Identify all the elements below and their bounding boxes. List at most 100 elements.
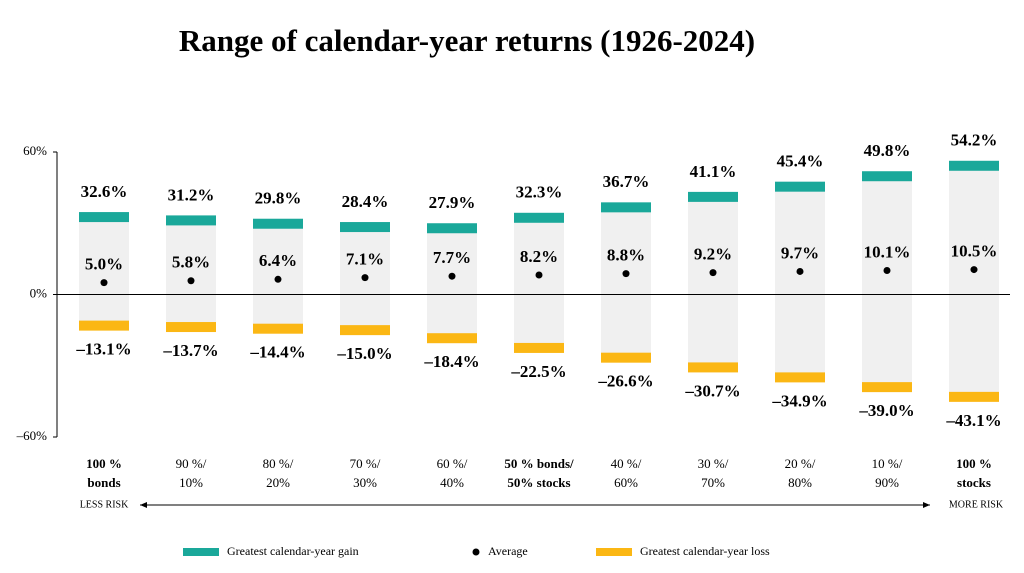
range-bar xyxy=(514,217,564,348)
gain-label: 36.7% xyxy=(603,172,650,191)
legend-swatch xyxy=(472,548,480,556)
average-dot xyxy=(100,279,108,287)
average-label: 10.5% xyxy=(951,241,998,260)
gain-band xyxy=(949,160,999,171)
x-tick-label: 90 %/ xyxy=(176,456,207,471)
gain-label: 27.9% xyxy=(429,193,476,212)
legend-label: Greatest calendar-year gain xyxy=(227,544,359,558)
x-tick-label: 10% xyxy=(179,475,203,490)
y-tick-label: 0% xyxy=(30,285,48,300)
y-tick-label: –60% xyxy=(16,428,48,443)
range-bar xyxy=(862,176,912,388)
legend-swatch xyxy=(596,548,632,556)
loss-band xyxy=(514,342,564,353)
loss-band xyxy=(688,362,738,373)
average-dot xyxy=(622,270,630,278)
legend-swatch xyxy=(183,548,219,556)
gain-band xyxy=(775,181,825,192)
gain-label: 45.4% xyxy=(777,152,824,171)
gain-label: 54.2% xyxy=(951,131,998,150)
loss-band xyxy=(862,382,912,393)
loss-label: –22.5% xyxy=(510,362,566,381)
average-dot xyxy=(883,267,891,275)
x-tick-label: 30% xyxy=(353,475,377,490)
loss-label: –30.7% xyxy=(684,381,740,400)
average-dot xyxy=(361,274,369,282)
average-dot xyxy=(187,277,195,285)
chart-title: Range of calendar-year returns (1926-202… xyxy=(179,23,755,58)
average-label: 8.2% xyxy=(520,247,558,266)
x-tick-label: 40 %/ xyxy=(611,456,642,471)
average-label: 6.4% xyxy=(259,251,297,270)
average-dot xyxy=(796,267,804,275)
loss-band xyxy=(775,372,825,383)
range-bar xyxy=(601,207,651,358)
loss-label: –15.0% xyxy=(336,344,392,363)
x-tick-label: bonds xyxy=(87,475,120,490)
x-tick-label: 80 %/ xyxy=(263,456,294,471)
average-label: 8.8% xyxy=(607,246,645,265)
loss-band xyxy=(949,391,999,402)
x-tick-label: 40% xyxy=(440,475,464,490)
range-bar xyxy=(775,186,825,378)
x-tick-label: 80% xyxy=(788,475,812,490)
x-tick-label: 50 % bonds/ xyxy=(504,456,574,471)
x-tick-label: 30 %/ xyxy=(698,456,729,471)
x-tick-label: 20% xyxy=(266,475,290,490)
loss-label: –13.7% xyxy=(162,341,218,360)
gain-band xyxy=(601,202,651,213)
gain-label: 31.2% xyxy=(168,185,215,204)
gain-label: 32.3% xyxy=(516,183,563,202)
x-tick-label: 70% xyxy=(701,475,725,490)
range-bar xyxy=(166,220,216,328)
gain-band xyxy=(427,223,477,234)
gain-band xyxy=(862,171,912,182)
loss-label: –14.4% xyxy=(249,343,305,362)
x-tick-label: stocks xyxy=(957,475,991,490)
average-label: 5.8% xyxy=(172,253,210,272)
average-label: 7.1% xyxy=(346,250,384,269)
average-label: 10.1% xyxy=(864,242,911,261)
x-tick-label: 50% stocks xyxy=(507,475,570,490)
average-label: 9.7% xyxy=(781,243,819,262)
loss-band xyxy=(601,352,651,363)
y-tick-label: 60% xyxy=(23,143,47,158)
loss-label: –43.1% xyxy=(945,411,1001,430)
loss-band xyxy=(340,325,390,336)
x-tick-label: 60 %/ xyxy=(437,456,468,471)
loss-band xyxy=(166,322,216,333)
loss-label: –26.6% xyxy=(597,372,653,391)
average-label: 7.7% xyxy=(433,248,471,267)
range-bar xyxy=(427,228,477,339)
gain-band xyxy=(253,218,303,229)
average-label: 9.2% xyxy=(694,245,732,264)
average-dot xyxy=(709,269,717,277)
range-bar xyxy=(949,165,999,397)
gain-label: 49.8% xyxy=(864,141,911,160)
gain-band xyxy=(79,212,129,223)
average-dot xyxy=(970,266,978,274)
average-label: 5.0% xyxy=(85,255,123,274)
gain-label: 41.1% xyxy=(690,162,737,181)
loss-band xyxy=(79,320,129,331)
gain-band xyxy=(166,215,216,226)
loss-label: –13.1% xyxy=(75,340,131,359)
legend-label: Greatest calendar-year loss xyxy=(640,544,770,558)
average-dot xyxy=(535,271,543,279)
loss-band xyxy=(427,333,477,344)
average-dot xyxy=(274,275,282,283)
annotation: MORE RISK xyxy=(949,499,1004,510)
x-tick-label: 20 %/ xyxy=(785,456,816,471)
range-bar xyxy=(688,196,738,368)
annotation: LESS RISK xyxy=(80,499,129,510)
average-dot xyxy=(448,272,456,280)
legend-label: Average xyxy=(488,544,528,558)
gain-label: 32.6% xyxy=(81,182,128,201)
loss-label: –34.9% xyxy=(771,391,827,410)
gain-label: 28.4% xyxy=(342,192,389,211)
x-tick-label: 100 % xyxy=(86,456,122,471)
loss-label: –39.0% xyxy=(858,401,914,420)
gain-band xyxy=(688,191,738,202)
loss-band xyxy=(253,323,303,334)
